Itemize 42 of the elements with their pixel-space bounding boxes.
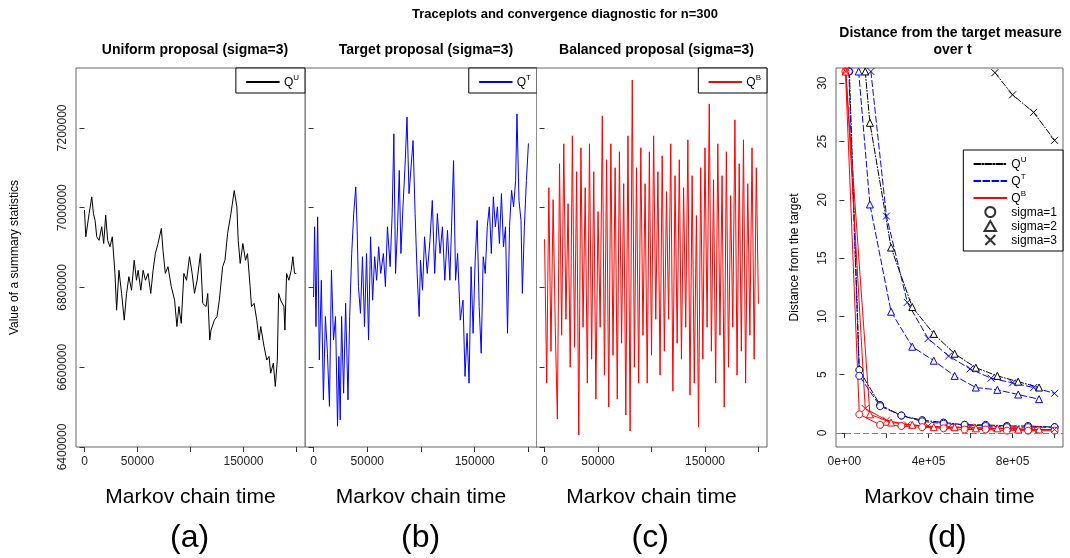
legend-label: sigma=2 bbox=[1011, 219, 1058, 233]
chart-title: Distance from the target measure over t bbox=[839, 23, 1066, 57]
chart-title: Target proposal (sigma=3) bbox=[338, 40, 514, 57]
x-axis-title: Markov chain time bbox=[864, 484, 1035, 507]
y-tick-label: 7000000 bbox=[55, 183, 69, 231]
x-tick-label: 4e+05 bbox=[911, 454, 946, 468]
legend-label: sigma=1 bbox=[1011, 205, 1058, 219]
text: (d) bbox=[927, 518, 967, 554]
x-tick-label: 150000 bbox=[684, 454, 726, 468]
y-tick-label: 15 bbox=[815, 251, 829, 265]
x-tick-label: 0 bbox=[541, 454, 549, 468]
y-tick-label: 5 bbox=[815, 371, 829, 379]
text: (a) bbox=[170, 518, 210, 554]
text: (b) bbox=[401, 518, 441, 554]
y-tick-label: 6400000 bbox=[55, 423, 69, 471]
x-tick-label: 0e+00 bbox=[827, 454, 862, 468]
y-tick-label: 0 bbox=[815, 429, 829, 437]
y-tick-label: 6800000 bbox=[55, 263, 69, 311]
x-tick-label: 50000 bbox=[581, 454, 616, 468]
y-tick-label: 7200000 bbox=[55, 104, 69, 152]
y-axis-title: Distance from the target bbox=[787, 192, 801, 322]
chart-title: Balanced proposal (sigma=3) bbox=[559, 40, 754, 57]
y-tick-label: 10 bbox=[815, 309, 829, 324]
y-tick-label: 6600000 bbox=[55, 343, 69, 391]
y-axis-title: Value of a summary statistics bbox=[7, 179, 21, 336]
x-tick-label: 0 bbox=[310, 454, 318, 468]
x-axis-title: Markov chain time bbox=[335, 484, 507, 507]
y-tick-label: 25 bbox=[815, 134, 829, 149]
x-axis-title: Markov chain time bbox=[566, 484, 737, 507]
y-tick-label: 30 bbox=[815, 76, 829, 90]
x-tick-label: 0 bbox=[81, 454, 89, 468]
x-tick-label: 50000 bbox=[350, 454, 385, 468]
x-axis-title: Markov chain time bbox=[105, 484, 276, 507]
x-tick-label: 150000 bbox=[454, 454, 496, 468]
x-tick-label: 50000 bbox=[120, 454, 155, 468]
text: Traceplots and convergence diagnostic for n=300 bbox=[411, 6, 719, 21]
y-tick-label: 20 bbox=[815, 192, 829, 207]
legend-label: sigma=3 bbox=[1011, 233, 1058, 247]
text: (c) bbox=[631, 518, 669, 554]
chart-title: Uniform proposal (sigma=3) bbox=[101, 40, 289, 57]
x-tick-label: 150000 bbox=[223, 454, 264, 468]
x-tick-label: 8e+05 bbox=[995, 454, 1030, 468]
